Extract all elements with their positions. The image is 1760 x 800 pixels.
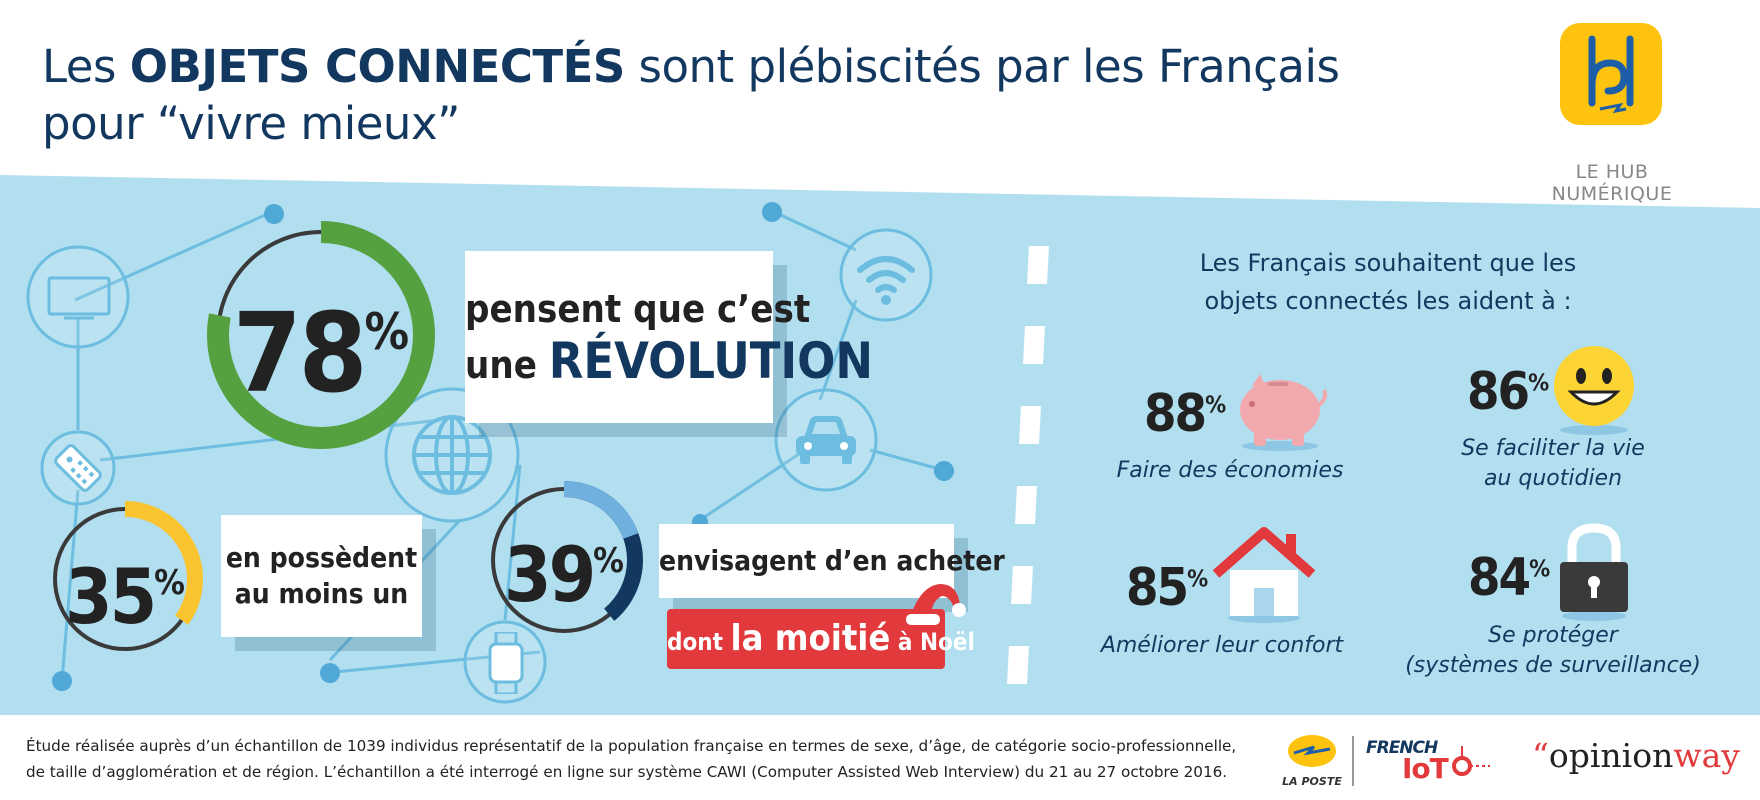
right-heading-line1: Les Français souhaitent que les	[1199, 249, 1577, 277]
stat-35-unit: %	[154, 563, 185, 603]
ring-39-progress-half	[485, 481, 643, 639]
stat-86-value: 86%	[1467, 362, 1549, 422]
iot-circuit-icon	[1452, 746, 1490, 776]
stat-86-unit: %	[1528, 368, 1550, 397]
stat-39-line1: envisagent d’en acheter	[659, 544, 1005, 577]
stat-39-value: 39%	[484, 518, 644, 618]
stat-78-number: 78	[232, 289, 368, 418]
ring-78-progress	[207, 221, 435, 449]
stat-85-value: 85%	[1126, 558, 1208, 618]
stat-88-label: Faire des économies	[1116, 458, 1344, 483]
divider	[1352, 736, 1354, 786]
laposte-icon	[1288, 735, 1336, 767]
padlock-icon	[1560, 523, 1628, 621]
right-heading-line2: objets connectés les aident à :	[1204, 287, 1572, 315]
title-text: Les	[42, 40, 130, 93]
footer-line2: de taille d’agglomération et de région. …	[26, 763, 1228, 781]
title-text-end: sont plébiscités par les Français	[624, 40, 1340, 93]
stat-78-line2-pre: une	[465, 343, 549, 387]
stat-35-line1: en possèdent	[225, 541, 418, 574]
iot-label: IoT	[1402, 752, 1449, 785]
stat-78-revolution: RÉVOLUTION	[548, 332, 874, 390]
right-heading: Les Français souhaitent que les objets c…	[1168, 244, 1608, 320]
stat-78-card: pensent que c’est une RÉVOLUTION	[465, 251, 873, 423]
brand-label: LE HUB NUMÉRIQUE	[1551, 161, 1673, 205]
stat-78-line2: une RÉVOLUTION	[465, 335, 873, 391]
opinionway-opinion: opinion	[1548, 736, 1674, 775]
stat-84-label1: Se protéger	[1488, 623, 1618, 648]
santa-hat-icon	[906, 584, 966, 625]
noel-badge: dont la moitié à Noël	[667, 609, 975, 669]
french-iot-logo: FRENCH IoT	[1366, 736, 1494, 786]
stat-78-unit: %	[364, 303, 410, 361]
ring-39	[485, 481, 643, 639]
stat-35-value: 35%	[46, 540, 204, 640]
laposte-logo: LA POSTE	[1276, 733, 1348, 788]
stat-84-label2: (systèmes de surveillance)	[1405, 653, 1701, 678]
stat-39-number: 39	[504, 530, 596, 620]
opinionway-logo: “opinionway	[1532, 736, 1740, 775]
piggy-bank-icon	[1240, 374, 1328, 451]
stat-85-label: Améliorer leur confort	[1100, 633, 1344, 658]
wifi-icon	[857, 256, 915, 305]
stat-39-unit: %	[593, 541, 624, 581]
opinionway-quote: “	[1532, 736, 1549, 775]
noel-big: la moitié	[730, 618, 891, 659]
smiley-icon	[1554, 346, 1634, 435]
stat-86-label1: Se faciliter la vie	[1461, 436, 1645, 461]
stat-86-number: 86	[1467, 362, 1530, 422]
noel-pre: dont	[667, 628, 731, 656]
house-icon	[1212, 527, 1316, 623]
stat-84-label: Se protéger (systèmes de surveillance)	[1393, 621, 1713, 681]
stat-78-line1: pensent que c’est	[465, 287, 811, 331]
stat-86-label: Se faciliter la vie au quotidien	[1413, 434, 1693, 494]
stat-84-value: 84%	[1468, 548, 1550, 608]
globe-icon	[412, 415, 492, 495]
watch-icon	[488, 632, 524, 694]
stat-88-number: 88	[1144, 384, 1207, 444]
remote-icon	[54, 444, 102, 492]
footer-study-note: Étude réalisée auprès d’un échantillon d…	[26, 733, 1266, 785]
stat-88-value: 88%	[1144, 384, 1226, 444]
french-label: FRENCH	[1366, 738, 1438, 758]
stat-39-card: envisagent d’en acheter	[659, 524, 1005, 598]
ring-78	[207, 221, 435, 449]
stat-35-card: en possèdent au moins un	[221, 515, 422, 637]
opinionway-way: way	[1673, 736, 1740, 775]
title-line-2: pour “vivre mieux”	[42, 97, 460, 150]
laposte-label: LA POSTE	[1282, 775, 1342, 788]
car-icon	[796, 416, 856, 464]
noel-post: à Noël	[890, 628, 975, 656]
title-bold: OBJETS CONNECTÉS	[129, 40, 626, 93]
stat-88-unit: %	[1205, 390, 1227, 419]
stat-85-unit: %	[1187, 564, 1209, 593]
page-title: Les OBJETS CONNECTÉS sont plébiscités pa…	[42, 38, 1340, 152]
stat-35-number: 35	[65, 552, 157, 642]
stat-86-label2: au quotidien	[1483, 466, 1623, 491]
stat-84-number: 84	[1468, 548, 1531, 608]
footer-line1: Étude réalisée auprès d’un échantillon d…	[26, 737, 1237, 755]
stat-78-value: 78%	[206, 272, 436, 413]
hub-numerique-logo	[1560, 23, 1662, 125]
ring-35	[47, 501, 203, 657]
stat-35-line2: au moins un	[234, 577, 409, 610]
stat-85-number: 85	[1126, 558, 1189, 618]
tv-icon	[47, 276, 111, 320]
hub-logo-icon	[1588, 35, 1634, 114]
ring-35-progress	[47, 501, 203, 657]
stat-84-unit: %	[1529, 554, 1551, 583]
